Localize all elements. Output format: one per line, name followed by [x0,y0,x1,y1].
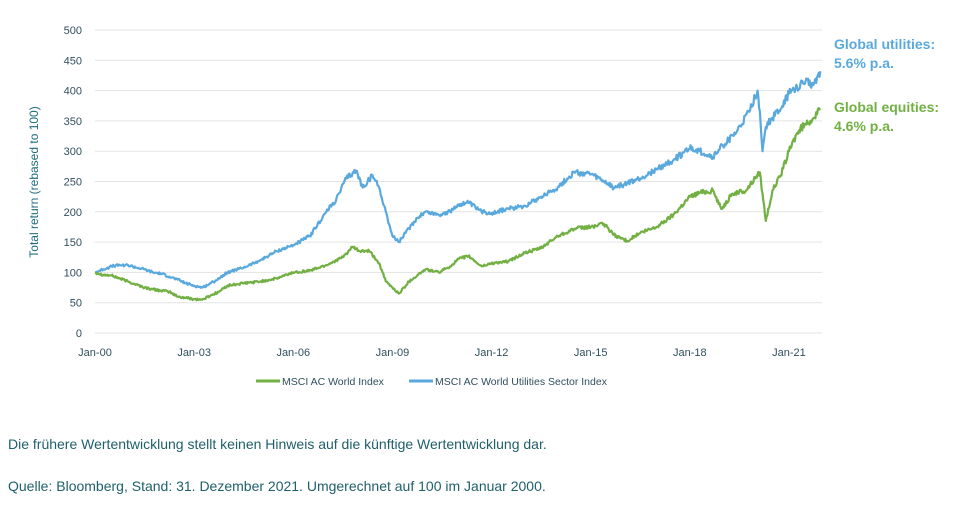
y-tick-label: 200 [64,207,82,219]
y-tick-label: 500 [64,25,82,37]
y-axis-ticks: 0 50 100 150 200 250 300 350 400 450 500 [64,25,82,340]
annotation-utilities: Global utilities: 5.6% p.a. [834,36,935,71]
y-tick-label: 250 [64,177,82,189]
legend-label-msci-utilities: MSCI AC World Utilities Sector Index [435,376,608,388]
y-tick-label: 150 [64,237,82,249]
x-tick-label: Jan-12 [475,347,509,359]
annotation-equities: Global equities: 4.6% p.a. [834,99,939,134]
x-tick-label: Jan-21 [772,347,806,359]
source-note: Quelle: Bloomberg, Stand: 31. Dezember 2… [8,478,546,494]
x-tick-label: Jan-15 [574,347,608,359]
y-tick-label: 100 [64,267,82,279]
x-tick-label: Jan-00 [78,347,112,359]
y-tick-label: 450 [64,55,82,67]
series-line-msci-utilities [94,71,822,289]
x-axis-ticks: Jan-00 Jan-03 Jan-06 Jan-09 Jan-12 Jan-15 Jan-… [78,347,806,359]
y-tick-label: 400 [64,86,82,98]
y-tick-label: 0 [76,328,82,340]
legend: MSCI AC World Index MSCI AC World Utilit… [256,376,608,388]
y-tick-label: 350 [64,116,82,128]
x-tick-label: Jan-18 [673,347,707,359]
y-tick-label: 300 [64,146,82,158]
x-tick-label: Jan-09 [376,347,410,359]
disclaimer-note: Die frühere Wertentwicklung stellt keine… [8,436,547,452]
x-tick-label: Jan-06 [276,347,310,359]
x-tick-label: Jan-03 [177,347,211,359]
series-line-msci-world [94,107,822,302]
gridlines [95,29,822,334]
legend-label-msci-world: MSCI AC World Index [282,376,385,388]
y-axis-title: Total return (rebased to 100) [27,106,41,257]
annotation-equities-line1: Global equities: [834,99,939,115]
annotation-utilities-line2: 5.6% p.a. [834,55,894,71]
annotation-utilities-line1: Global utilities: [834,36,935,52]
series-lines [94,71,822,302]
y-tick-label: 50 [70,298,82,310]
annotation-equities-line2: 4.6% p.a. [834,118,894,134]
